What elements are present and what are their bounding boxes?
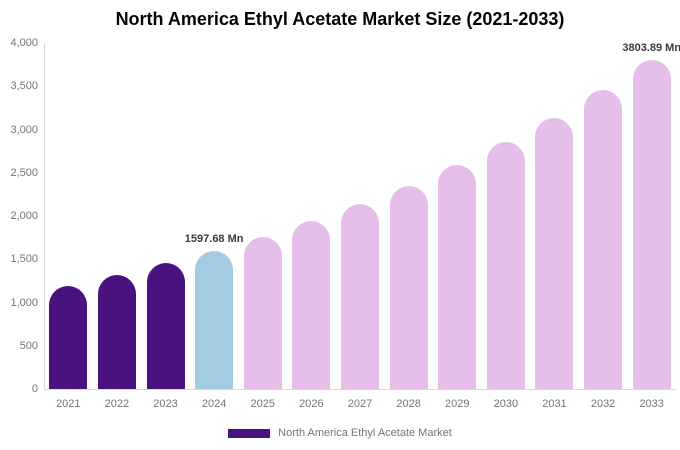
y-axis-line (44, 43, 45, 389)
x-axis-line (44, 389, 676, 390)
x-axis-label-2032: 2032 (590, 398, 616, 410)
x-axis-label-2028: 2028 (396, 398, 421, 410)
bar-2023[interactable] (146, 263, 185, 389)
bar-2026[interactable] (292, 221, 331, 389)
bar-2032[interactable] (584, 90, 623, 389)
x-axis-label-2025: 2025 (250, 398, 275, 410)
y-axis-tick-label: 1,500 (10, 253, 38, 266)
chart-title: North America Ethyl Acetate Market Size … (115, 9, 565, 29)
bar-2031[interactable] (535, 117, 574, 389)
x-axis-label-2033: 2033 (639, 398, 664, 410)
bar-2025[interactable] (243, 236, 282, 389)
x-axis-label-2030: 2030 (493, 398, 519, 410)
y-axis-tick-label: 4,000 (10, 37, 38, 49)
bar-2024[interactable] (195, 250, 234, 389)
y-axis-tick-label: 500 (19, 339, 38, 352)
bar-2028[interactable] (389, 185, 428, 389)
y-axis-tick-label: 2,000 (10, 210, 38, 222)
bar-2021[interactable] (49, 285, 88, 389)
y-axis-tick-label: 3,500 (10, 80, 38, 93)
bar-2033[interactable] (632, 59, 671, 389)
x-axis-label-2024: 2024 (201, 398, 227, 410)
bar-2029[interactable] (438, 165, 477, 389)
x-axis-label-2022: 2022 (104, 398, 130, 410)
legend-swatch (228, 428, 271, 438)
y-axis-tick-label: 3,000 (10, 123, 38, 136)
x-axis-label-2027: 2027 (347, 398, 373, 410)
y-axis-tick-label: 1,000 (10, 296, 38, 309)
legend[interactable]: North America Ethyl Acetate Market (0, 424, 680, 442)
bar-2027[interactable] (341, 204, 379, 389)
bar-2030[interactable] (486, 142, 525, 389)
y-axis-tick-label: 0 (31, 383, 38, 395)
x-axis-label-2023: 2023 (153, 398, 178, 410)
x-axis-label-2029: 2029 (444, 398, 470, 410)
data-label-2024: 1597.68 Mn (184, 232, 244, 245)
y-axis-tick-label: 2,500 (10, 166, 38, 179)
x-axis-label-2031: 2031 (542, 398, 567, 410)
x-axis-label-2021: 2021 (56, 398, 81, 410)
data-label-2033: 3803.89 Mn (622, 41, 680, 54)
bar-2022[interactable] (97, 274, 136, 389)
x-axis-label-2026: 2026 (299, 398, 324, 410)
legend-label: North America Ethyl Acetate Market (278, 427, 452, 439)
